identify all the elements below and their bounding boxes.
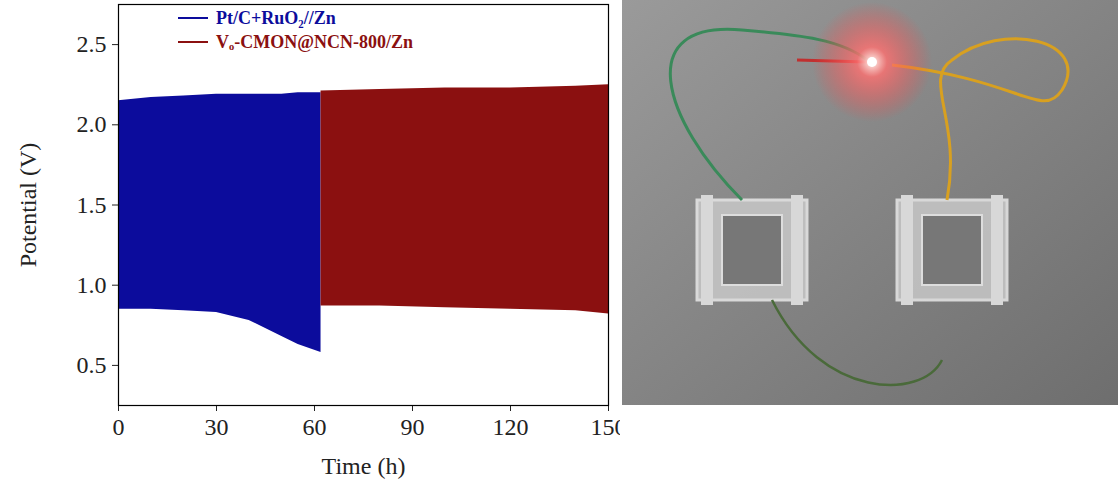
svg-text:150: 150 [591, 414, 621, 440]
svg-text:1.5: 1.5 [77, 192, 107, 218]
html-text:Vₒ-CMON@NCN-800/Zn: Vₒ-CMON@NCN-800/Zn [216, 32, 413, 52]
html-text:Pt/C+RuO₂//Zn: Pt/C+RuO₂//Zn [216, 8, 336, 28]
svg-text:Potential (V): Potential (V) [15, 143, 41, 268]
svg-text:1.0: 1.0 [77, 272, 107, 298]
svg-text:30: 30 [205, 414, 229, 440]
svg-text:0: 0 [113, 414, 125, 440]
svg-text:2.0: 2.0 [77, 111, 107, 137]
svg-text:120: 120 [493, 414, 529, 440]
svg-text:60: 60 [303, 414, 327, 440]
svg-text:2.5: 2.5 [77, 31, 107, 57]
svg-text:90: 90 [401, 414, 425, 440]
svg-text:0.5: 0.5 [77, 352, 107, 378]
svg-text:Time (h): Time (h) [322, 453, 406, 479]
